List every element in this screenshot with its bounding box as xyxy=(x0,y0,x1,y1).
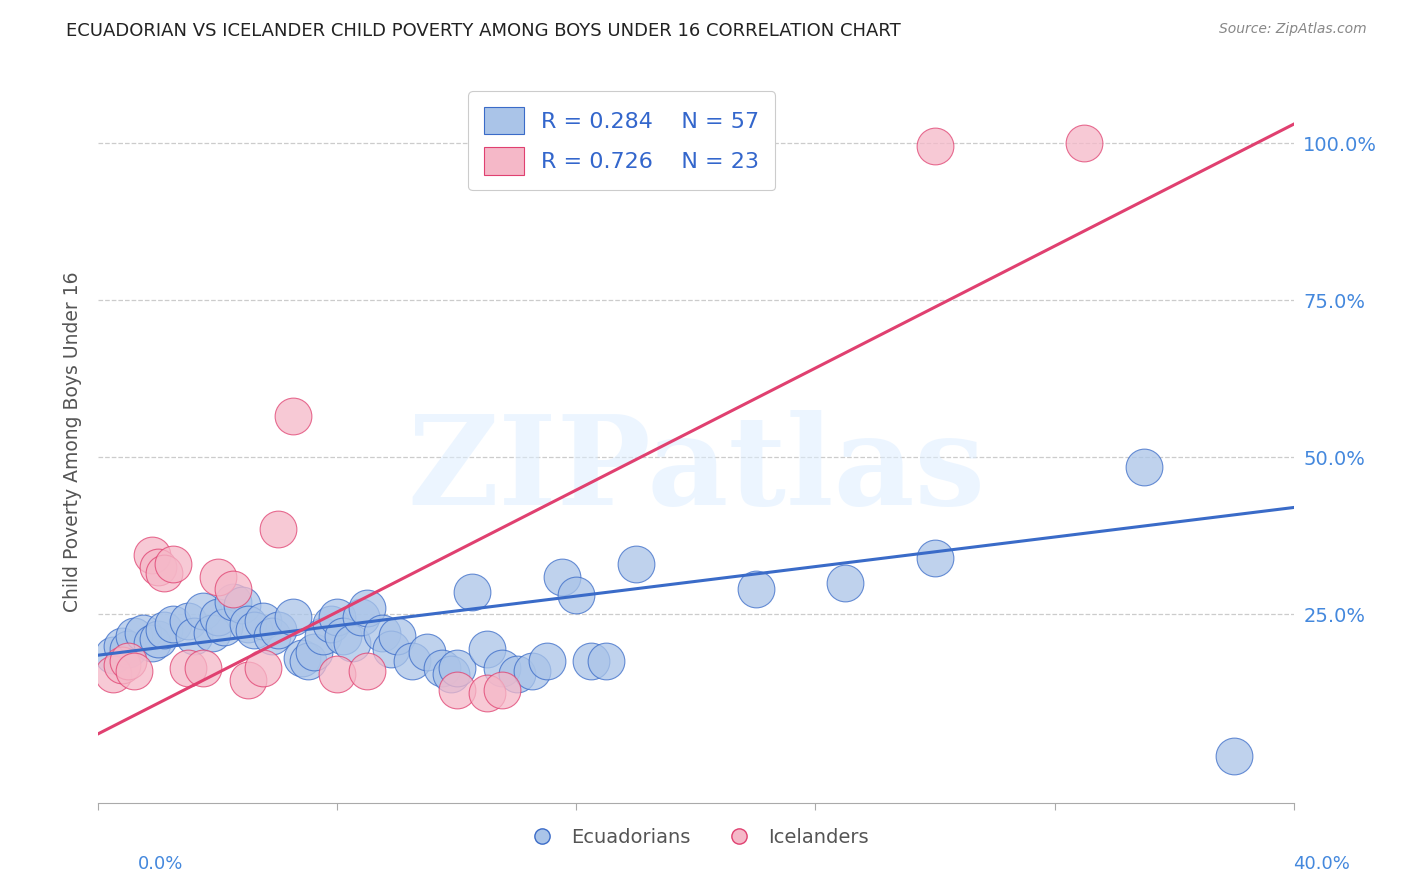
Point xyxy=(491,661,513,675)
Point xyxy=(745,582,768,597)
Y-axis label: Child Poverty Among Boys Under 16: Child Poverty Among Boys Under 16 xyxy=(63,271,82,612)
Point xyxy=(243,623,266,637)
Point xyxy=(311,629,333,643)
Point xyxy=(260,629,283,643)
Text: ECUADORIAN VS ICELANDER CHILD POVERTY AMONG BOYS UNDER 16 CORRELATION CHART: ECUADORIAN VS ICELANDER CHILD POVERTY AM… xyxy=(66,22,901,40)
Point xyxy=(236,673,259,688)
Point xyxy=(212,620,235,634)
Point xyxy=(416,645,439,659)
Point xyxy=(201,626,224,640)
Point xyxy=(183,629,205,643)
Point xyxy=(252,661,274,675)
Point xyxy=(281,409,304,424)
Point xyxy=(291,651,314,665)
Point xyxy=(321,616,343,631)
Point xyxy=(236,616,259,631)
Point xyxy=(356,601,378,615)
Point xyxy=(520,664,543,678)
Point xyxy=(475,686,498,700)
Point xyxy=(371,626,394,640)
Point xyxy=(581,655,603,669)
Point xyxy=(162,557,184,571)
Point xyxy=(222,582,245,597)
Point xyxy=(111,639,134,653)
Point xyxy=(430,661,453,675)
Point xyxy=(924,139,946,153)
Point xyxy=(177,614,200,628)
Point xyxy=(834,575,856,590)
Point xyxy=(281,610,304,624)
Point xyxy=(117,641,139,656)
Point xyxy=(231,598,253,612)
Point xyxy=(595,655,617,669)
Point xyxy=(446,682,468,697)
Point xyxy=(162,616,184,631)
Point xyxy=(148,560,170,574)
Point xyxy=(536,655,558,669)
Point xyxy=(252,614,274,628)
Legend: Ecuadorians, Icelanders: Ecuadorians, Icelanders xyxy=(515,820,877,855)
Point xyxy=(1223,748,1246,763)
Point xyxy=(132,626,155,640)
Text: 0.0%: 0.0% xyxy=(138,855,183,872)
Point xyxy=(446,661,468,675)
Point xyxy=(124,664,146,678)
Point xyxy=(440,667,463,681)
Point xyxy=(267,523,290,537)
Point xyxy=(124,629,146,643)
Point xyxy=(177,661,200,675)
Point xyxy=(191,661,214,675)
Point xyxy=(342,635,364,649)
Point xyxy=(550,569,572,583)
Point xyxy=(626,557,648,571)
Point xyxy=(103,667,125,681)
Point xyxy=(111,657,134,672)
Point xyxy=(506,667,529,681)
Point xyxy=(148,632,170,647)
Point xyxy=(267,623,290,637)
Point xyxy=(141,548,163,562)
Text: 40.0%: 40.0% xyxy=(1294,855,1350,872)
Point xyxy=(326,610,349,624)
Point xyxy=(191,604,214,618)
Point xyxy=(222,595,245,609)
Point xyxy=(103,648,125,662)
Point xyxy=(117,655,139,669)
Point xyxy=(924,550,946,565)
Point xyxy=(153,623,176,637)
Point xyxy=(350,610,373,624)
Point xyxy=(385,629,409,643)
Text: ZIPatlas: ZIPatlas xyxy=(406,410,986,531)
Point xyxy=(491,682,513,697)
Point xyxy=(380,641,402,656)
Point xyxy=(207,610,229,624)
Point xyxy=(356,664,378,678)
Point xyxy=(302,645,325,659)
Point xyxy=(1073,136,1095,150)
Point xyxy=(475,641,498,656)
Point xyxy=(332,629,354,643)
Point xyxy=(565,589,588,603)
Point xyxy=(153,566,176,581)
Point xyxy=(297,655,319,669)
Point xyxy=(461,585,484,599)
Point xyxy=(207,569,229,583)
Point xyxy=(141,635,163,649)
Text: Source: ZipAtlas.com: Source: ZipAtlas.com xyxy=(1219,22,1367,37)
Point xyxy=(1133,459,1156,474)
Point xyxy=(326,667,349,681)
Point xyxy=(401,655,423,669)
